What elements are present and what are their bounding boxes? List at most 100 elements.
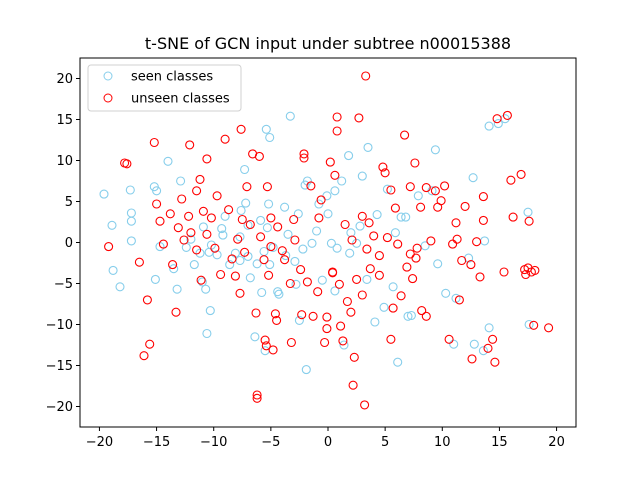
- data-point: [405, 182, 415, 192]
- data-point: [344, 151, 354, 161]
- data-point: [361, 71, 371, 81]
- data-point: [173, 223, 183, 233]
- data-point: [108, 265, 118, 275]
- data-point: [334, 279, 344, 289]
- data-point: [212, 191, 222, 201]
- data-point: [198, 206, 208, 216]
- data-point: [357, 290, 367, 300]
- y-tick-label: 20: [56, 72, 73, 87]
- data-point: [483, 343, 493, 353]
- data-point: [260, 335, 270, 345]
- data-point: [330, 170, 340, 180]
- data-point: [454, 295, 464, 305]
- data-point: [165, 209, 175, 219]
- data-point: [150, 274, 160, 284]
- data-point: [352, 238, 362, 248]
- data-point: [254, 151, 264, 161]
- data-point: [363, 142, 373, 152]
- data-point: [326, 238, 336, 248]
- data-point: [417, 306, 427, 316]
- data-point: [339, 340, 349, 350]
- data-point: [328, 268, 338, 278]
- data-point: [236, 124, 246, 134]
- data-point: [185, 140, 195, 150]
- data-point: [355, 221, 365, 231]
- data-point: [393, 357, 403, 367]
- data-point: [382, 184, 392, 194]
- data-point: [493, 119, 503, 129]
- data-point: [468, 173, 478, 183]
- data-point: [139, 351, 149, 361]
- data-point: [516, 169, 526, 179]
- data-point: [265, 132, 275, 143]
- data-point: [104, 242, 114, 252]
- data-point: [169, 264, 179, 274]
- data-point: [524, 216, 534, 226]
- chart-title: t-SNE of GCN input under subtree n000153…: [145, 34, 511, 53]
- data-point: [264, 270, 274, 280]
- data-point: [340, 219, 350, 230]
- plot-area: [99, 71, 554, 410]
- data-point: [152, 186, 162, 196]
- data-point: [302, 277, 312, 287]
- data-point: [322, 324, 332, 334]
- data-point: [280, 255, 290, 265]
- data-point: [362, 244, 372, 254]
- data-point: [478, 215, 488, 225]
- data-point: [142, 295, 152, 305]
- data-point: [430, 186, 440, 196]
- y-tick-label: 5: [65, 195, 73, 210]
- data-point: [259, 246, 269, 257]
- data-point: [261, 124, 271, 134]
- data-point: [380, 168, 390, 178]
- data-point: [177, 194, 187, 204]
- data-point: [294, 315, 304, 325]
- x-tick-label: 5: [381, 435, 389, 450]
- data-point: [224, 205, 234, 215]
- x-axis: −20 −15 −10 −5 0 5 10 15 20: [86, 427, 565, 450]
- data-point: [357, 211, 367, 221]
- data-point: [227, 254, 237, 264]
- data-point: [478, 192, 488, 202]
- y-tick-label: 15: [56, 113, 73, 128]
- x-tick-label: −20: [86, 435, 113, 450]
- data-point: [320, 337, 330, 348]
- x-tick-label: −5: [261, 435, 280, 450]
- legend-label-seen: seen classes: [131, 70, 213, 85]
- data-point: [179, 235, 189, 245]
- data-point: [345, 248, 355, 258]
- data-point: [544, 323, 554, 333]
- x-tick-label: −15: [143, 435, 170, 450]
- data-point: [268, 345, 278, 355]
- data-point: [475, 272, 485, 282]
- data-point: [134, 257, 144, 267]
- data-point: [508, 212, 518, 222]
- data-point: [342, 296, 352, 307]
- y-tick-label: −20: [46, 400, 73, 415]
- data-point: [240, 164, 250, 175]
- data-point: [290, 256, 300, 266]
- data-point: [202, 229, 212, 239]
- data-point: [289, 214, 299, 225]
- data-point: [192, 186, 202, 196]
- data-point: [149, 137, 159, 148]
- data-point: [301, 365, 311, 375]
- data-point: [202, 328, 212, 339]
- data-point: [480, 236, 490, 246]
- data-point: [145, 339, 155, 349]
- x-tick-label: 20: [548, 435, 565, 450]
- data-point: [348, 380, 358, 390]
- data-point: [499, 267, 509, 277]
- data-point: [265, 260, 275, 270]
- data-point: [266, 213, 276, 223]
- x-tick-label: 0: [324, 435, 332, 450]
- data-point: [115, 282, 125, 292]
- data-point: [270, 309, 280, 319]
- legend-marker-seen: [103, 71, 113, 81]
- data-point: [266, 242, 276, 252]
- data-point: [408, 274, 418, 284]
- data-point: [256, 232, 266, 242]
- data-point: [245, 219, 255, 230]
- data-point: [478, 346, 488, 356]
